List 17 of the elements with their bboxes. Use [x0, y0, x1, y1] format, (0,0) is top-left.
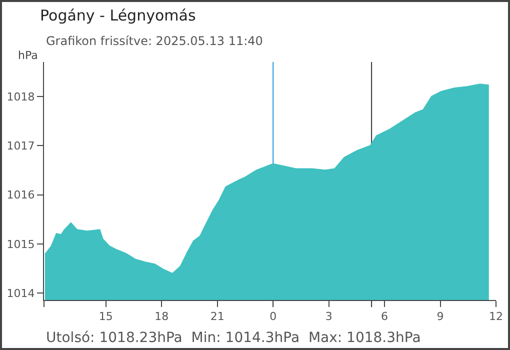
y-tick-label: 1016	[6, 188, 35, 202]
x-tick-label: 9	[436, 310, 444, 324]
y-tick-label: 1015	[6, 238, 35, 251]
x-tick-label: 12	[489, 310, 503, 324]
y-tick-label: 1017	[6, 139, 35, 152]
x-tick-label: 3	[325, 310, 332, 324]
x-tick-label: 21	[210, 310, 224, 324]
y-axis-title: hPa	[18, 49, 38, 62]
y-tick-label: 1018	[6, 90, 35, 104]
y-tick-label: 1014	[6, 286, 35, 300]
x-tick-label: 18	[154, 310, 169, 324]
x-tick-label: 0	[270, 310, 277, 324]
chart-title: Pogány - Légnyomás	[40, 6, 196, 24]
x-tick-label: 15	[98, 310, 113, 324]
chart-subtitle: Grafikon frissítve: 2025.05.13 11:40	[46, 34, 263, 48]
x-tick-label: 6	[381, 310, 388, 324]
text: Utolsó: 1018.23hPa Min: 1014.3hPa Max: 1018.3hPa	[46, 330, 421, 346]
